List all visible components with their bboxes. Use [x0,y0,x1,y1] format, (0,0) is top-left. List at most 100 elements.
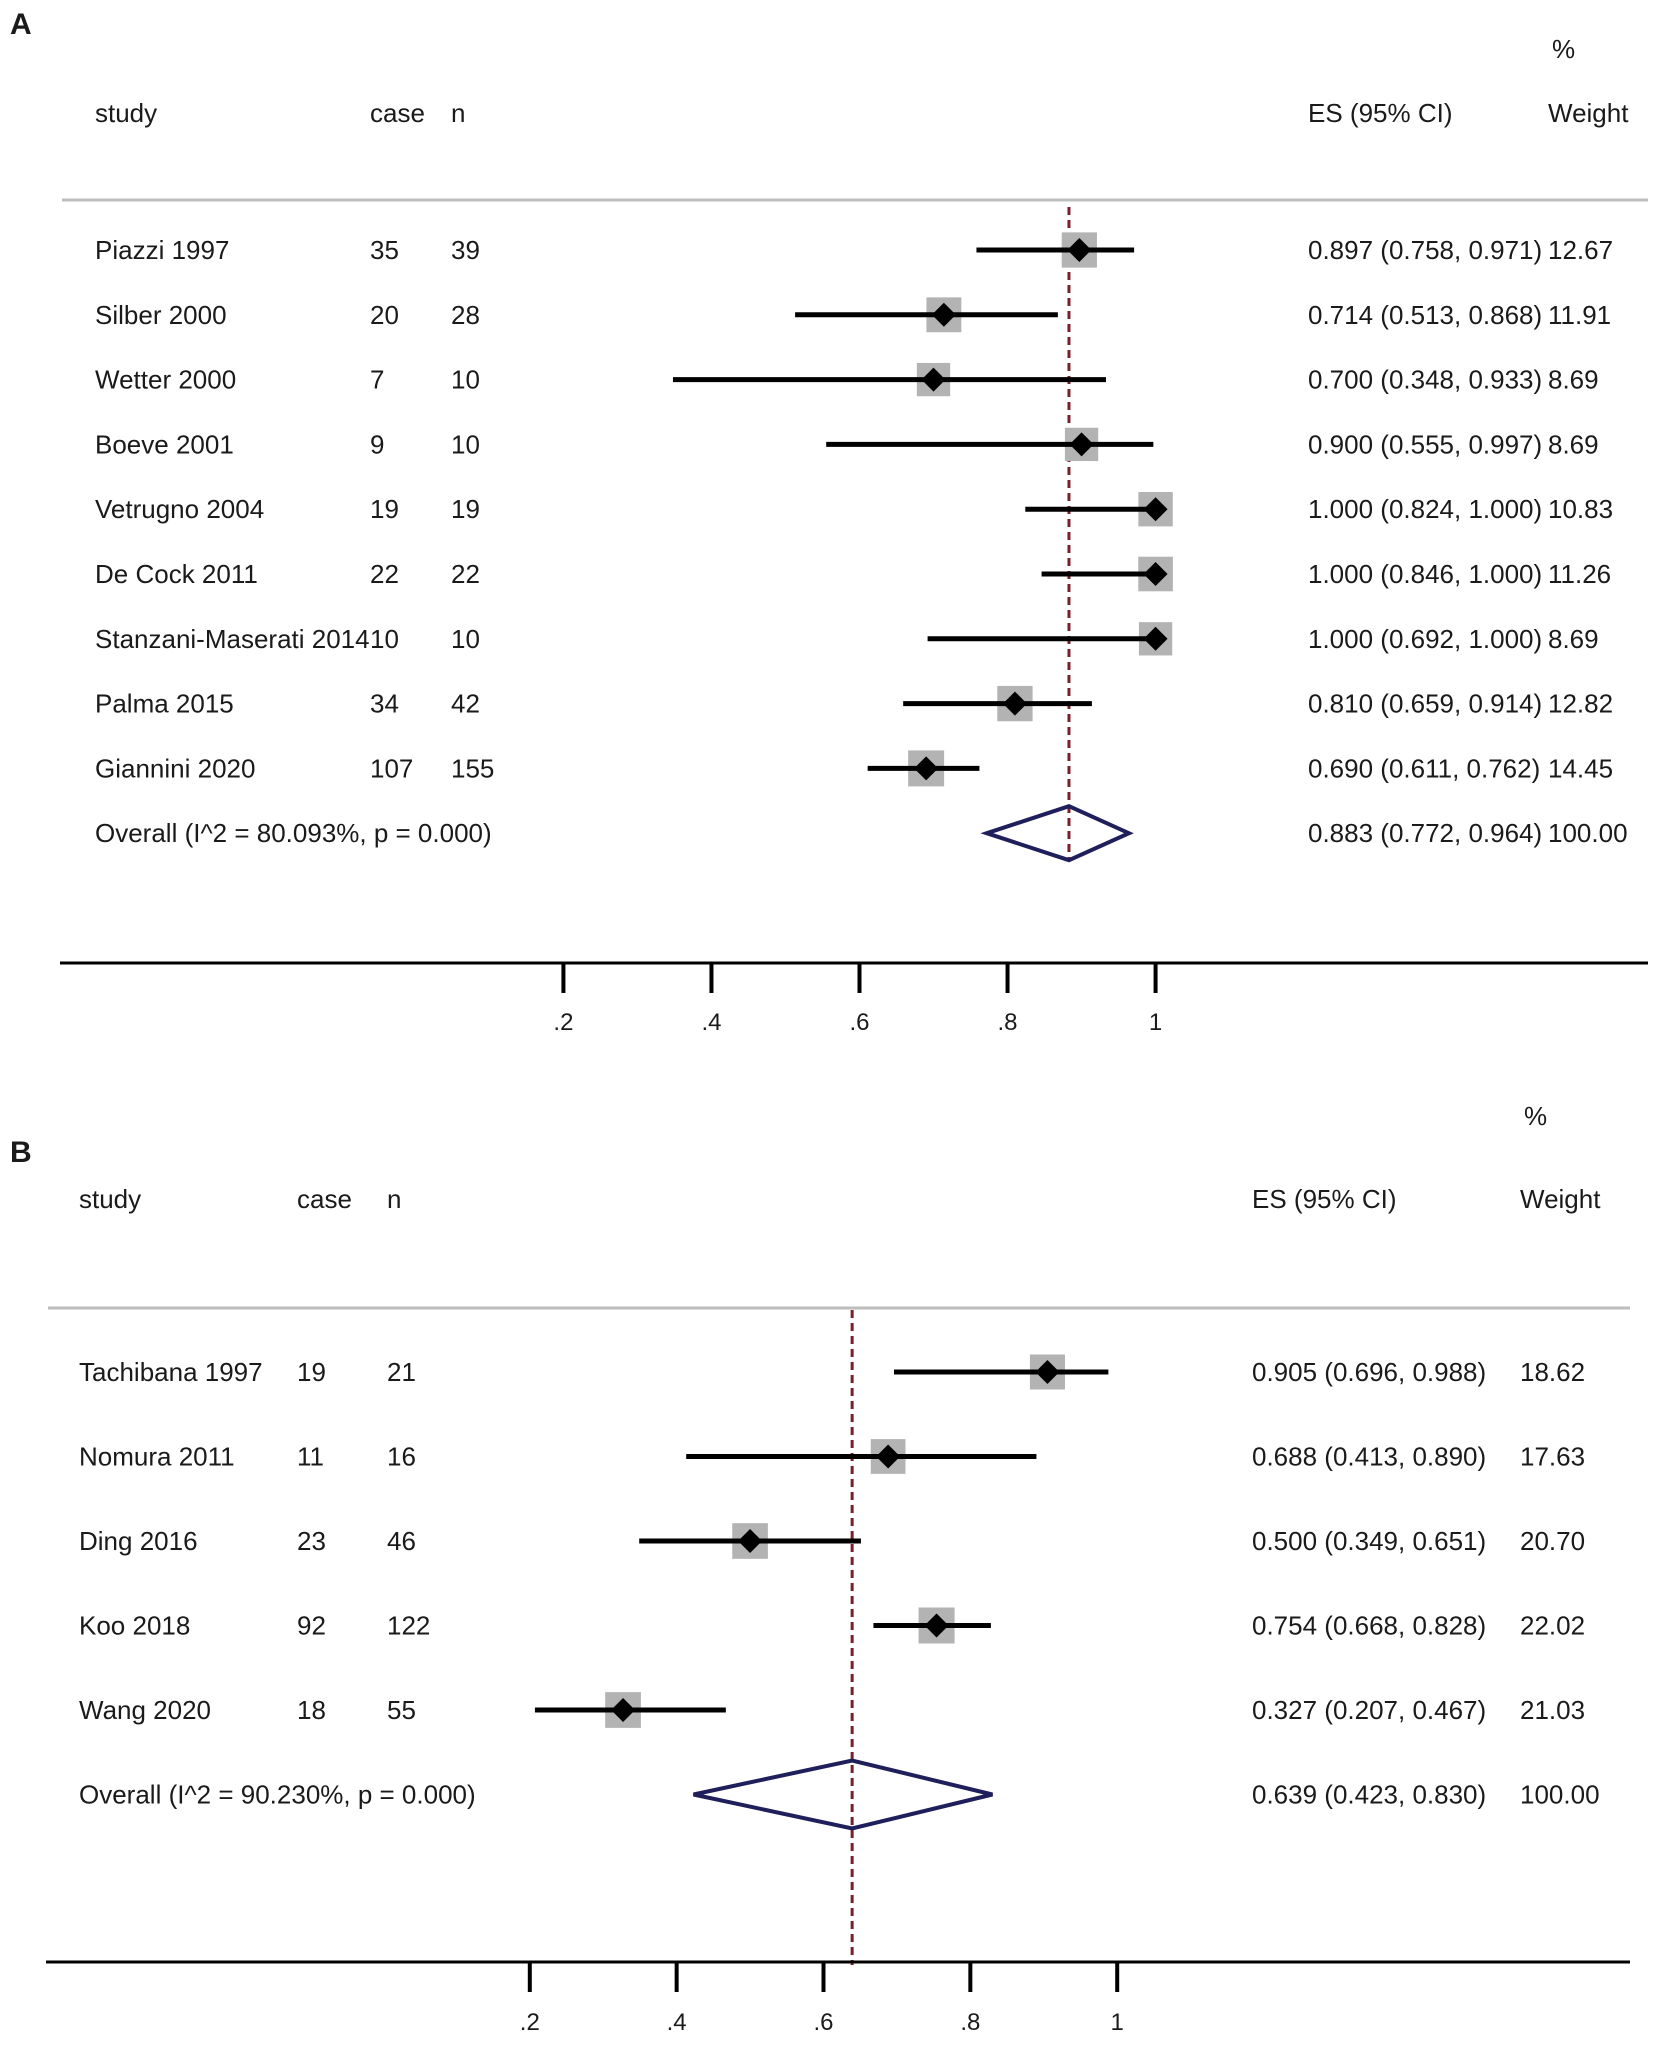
study-weight: 20.70 [1520,1526,1585,1556]
header-case: case [297,1184,352,1214]
point-estimate-marker [738,1529,763,1553]
overall-weight: 100.00 [1548,818,1628,848]
study-weight: 17.63 [1520,1442,1585,1472]
study-name: Koo 2018 [79,1611,190,1641]
study-n: 155 [451,753,494,783]
point-estimate-marker [1143,497,1168,522]
study-n: 10 [451,365,480,395]
point-estimate-marker [921,367,946,392]
x-axis-tick-label: 1 [1111,2009,1124,2036]
study-name: Nomura 2011 [79,1442,235,1472]
study-case: 92 [297,1611,326,1641]
x-axis-tick-label: .2 [520,2009,540,2036]
study-weight: 8.69 [1548,624,1599,654]
study-es-ci: 0.700 (0.348, 0.933) [1308,365,1542,395]
study-name: Palma 2015 [95,689,234,719]
study-weight: 22.02 [1520,1611,1585,1641]
header-weight: Weight [1548,98,1629,128]
point-estimate-marker [611,1698,636,1722]
study-case: 22 [370,559,399,589]
study-es-ci: 0.810 (0.659, 0.914) [1308,689,1542,719]
study-weight: 8.69 [1548,365,1599,395]
study-name: Tachibana 1997 [79,1357,263,1387]
study-weight: 11.91 [1548,300,1611,330]
study-n: 42 [451,689,480,719]
x-axis-tick-label: .2 [553,1009,573,1036]
point-estimate-marker [1002,691,1027,716]
study-case: 107 [370,753,413,783]
header-es-ci: ES (95% CI) [1308,98,1453,128]
overall-diamond [693,1758,993,1831]
study-name: Vetrugno 2004 [95,494,264,524]
study-case: 35 [370,235,399,265]
point-estimate-marker [1035,1360,1060,1384]
study-es-ci: 0.690 (0.611, 0.762) [1308,753,1540,783]
overall-label: Overall (I^2 = 90.230%, p = 0.000) [79,1780,476,1810]
point-estimate-marker [876,1444,901,1469]
study-n: 46 [387,1526,416,1556]
point-estimate-marker [1067,238,1092,262]
study-es-ci: 0.500 (0.349, 0.651) [1252,1526,1486,1556]
study-weight: 11.26 [1548,559,1611,589]
study-es-ci: 0.900 (0.555, 0.997) [1308,429,1542,459]
study-es-ci: 0.688 (0.413, 0.890) [1252,1442,1486,1472]
study-case: 19 [297,1357,326,1387]
study-case: 19 [370,494,399,524]
study-n: 55 [387,1695,416,1725]
header-weight: Weight [1520,1184,1601,1214]
study-name: Stanzani-Maserati 2014 [95,624,370,654]
study-n: 28 [451,300,480,330]
study-n: 16 [387,1442,416,1472]
header-es-ci: ES (95% CI) [1252,1184,1397,1214]
study-weight: 18.62 [1520,1357,1585,1387]
point-estimate-marker [931,302,956,327]
study-name: Piazzi 1997 [95,235,229,265]
study-es-ci: 1.000 (0.692, 1.000) [1308,624,1542,654]
header-weight-percent: % [1524,1101,1547,1131]
study-n: 22 [451,559,480,589]
panel-label: A [10,8,32,41]
point-estimate-marker [1069,432,1094,457]
study-n: 21 [387,1357,416,1387]
panel-label: B [10,1136,32,1169]
study-weight: 12.67 [1548,235,1613,265]
header-study: study [95,98,157,128]
study-case: 10 [370,624,399,654]
header-study: study [79,1184,141,1214]
study-weight: 21.03 [1520,1695,1585,1725]
study-name: Giannini 2020 [95,753,255,783]
overall-es-ci: 0.639 (0.423, 0.830) [1252,1780,1486,1810]
header-n: n [387,1184,401,1214]
study-case: 34 [370,689,399,719]
header-weight-percent: % [1552,34,1575,64]
study-case: 18 [297,1695,326,1725]
study-case: 9 [370,429,384,459]
study-weight: 8.69 [1548,429,1599,459]
study-case: 11 [297,1442,324,1472]
x-axis-tick-label: 1 [1149,1009,1162,1036]
x-axis-tick-label: .6 [849,1009,869,1036]
point-estimate-marker [1143,626,1168,651]
study-case: 23 [297,1526,326,1556]
study-weight: 14.45 [1548,753,1613,783]
study-es-ci: 1.000 (0.846, 1.000) [1308,559,1542,589]
study-es-ci: 0.905 (0.696, 0.988) [1252,1357,1486,1387]
x-axis-tick-label: .8 [998,1009,1018,1036]
header-case: case [370,98,425,128]
study-n: 10 [451,429,480,459]
study-n: 19 [451,494,480,524]
study-weight: 12.82 [1548,689,1613,719]
study-n: 122 [387,1611,430,1641]
study-name: De Cock 2011 [95,559,258,589]
study-es-ci: 0.714 (0.513, 0.868) [1308,300,1542,330]
x-axis-tick-label: .6 [813,2009,833,2036]
point-estimate-marker [1143,562,1168,586]
overall-label: Overall (I^2 = 80.093%, p = 0.000) [95,818,492,848]
study-name: Wetter 2000 [95,365,236,395]
study-weight: 10.83 [1548,494,1613,524]
study-name: Ding 2016 [79,1526,198,1556]
study-case: 20 [370,300,399,330]
point-estimate-marker [914,756,939,781]
study-name: Boeve 2001 [95,429,234,459]
study-es-ci: 0.897 (0.758, 0.971) [1308,235,1542,265]
